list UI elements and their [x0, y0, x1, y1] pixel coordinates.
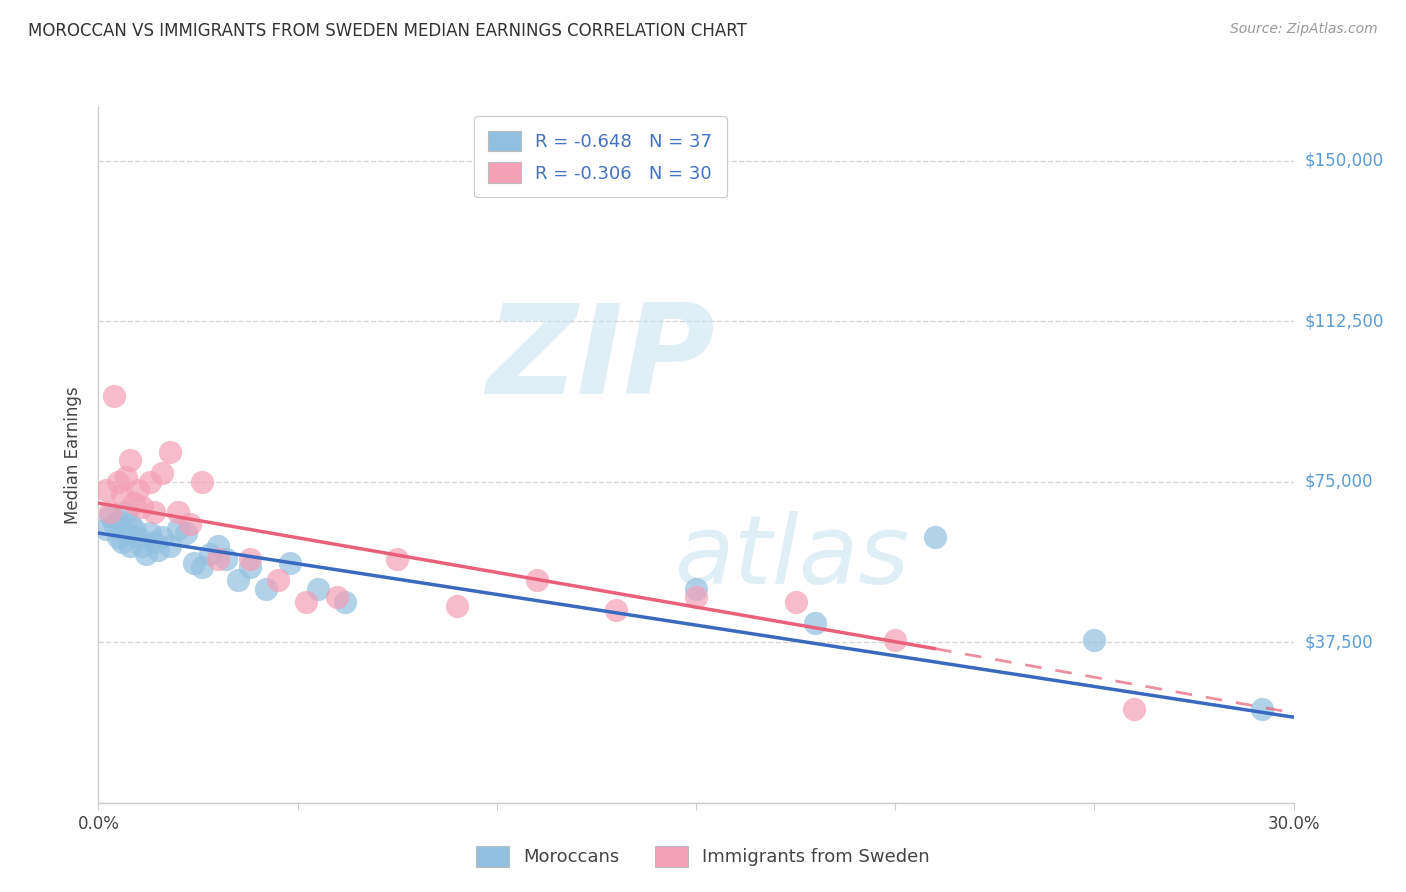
Point: [191, 475, 214, 489]
Point: [98, 508, 122, 523]
Point: [446, 599, 468, 613]
Point: [159, 539, 181, 553]
Point: [526, 573, 548, 587]
Point: [335, 594, 357, 608]
Point: [120, 453, 142, 467]
Point: [115, 470, 138, 484]
Point: [107, 513, 129, 527]
Point: [150, 530, 173, 544]
Point: [107, 475, 129, 489]
Point: [1123, 701, 1146, 715]
Point: [167, 522, 190, 536]
Point: [120, 517, 142, 532]
Point: [115, 505, 138, 519]
Point: [174, 526, 197, 541]
Point: [143, 505, 166, 519]
Point: [111, 534, 134, 549]
Point: [267, 573, 290, 587]
Text: $37,500: $37,500: [1305, 633, 1374, 651]
Point: [135, 548, 157, 562]
Point: [96, 483, 118, 498]
Legend: R = -0.648   N = 37, R = -0.306   N = 30: R = -0.648 N = 37, R = -0.306 N = 30: [474, 116, 727, 197]
Point: [143, 534, 166, 549]
Point: [139, 526, 162, 541]
Text: $150,000: $150,000: [1305, 152, 1384, 169]
Point: [1250, 701, 1272, 715]
Point: [924, 530, 946, 544]
Point: [167, 505, 190, 519]
Point: [150, 466, 173, 480]
Point: [127, 530, 149, 544]
Point: [239, 560, 262, 574]
Point: [131, 539, 153, 553]
Point: [239, 551, 262, 566]
Point: [1083, 633, 1105, 648]
Point: [254, 582, 277, 596]
Point: [605, 603, 627, 617]
Point: [215, 551, 238, 566]
Text: ZIP: ZIP: [486, 299, 714, 420]
Point: [159, 444, 181, 458]
Point: [278, 556, 301, 570]
Point: [294, 594, 316, 608]
Point: [131, 500, 153, 515]
Point: [785, 594, 807, 608]
Legend: Moroccans, Immigrants from Sweden: Moroccans, Immigrants from Sweden: [468, 838, 938, 874]
Point: [139, 475, 162, 489]
Point: [326, 591, 349, 605]
Text: $75,000: $75,000: [1305, 473, 1374, 491]
Point: [107, 530, 129, 544]
Text: Source: ZipAtlas.com: Source: ZipAtlas.com: [1230, 22, 1378, 37]
Point: [127, 483, 149, 498]
Point: [115, 526, 138, 541]
Point: [191, 560, 214, 574]
Point: [111, 487, 134, 501]
Point: [198, 548, 221, 562]
Text: atlas: atlas: [673, 510, 910, 604]
Point: [884, 633, 907, 648]
Point: [385, 551, 409, 566]
Point: [148, 543, 170, 558]
Point: [96, 522, 118, 536]
Point: [179, 517, 201, 532]
Point: [804, 615, 827, 630]
Point: [207, 551, 229, 566]
Point: [226, 573, 249, 587]
Point: [183, 556, 205, 570]
Point: [685, 582, 707, 596]
Point: [307, 582, 329, 596]
Point: [120, 539, 142, 553]
Point: [103, 517, 125, 532]
Point: [685, 591, 707, 605]
Point: [103, 389, 125, 403]
Point: [124, 522, 146, 536]
Point: [207, 539, 229, 553]
Text: $112,500: $112,500: [1305, 312, 1384, 330]
Y-axis label: Median Earnings: Median Earnings: [65, 386, 83, 524]
Text: MOROCCAN VS IMMIGRANTS FROM SWEDEN MEDIAN EARNINGS CORRELATION CHART: MOROCCAN VS IMMIGRANTS FROM SWEDEN MEDIA…: [28, 22, 747, 40]
Point: [124, 496, 146, 510]
Point: [98, 505, 122, 519]
